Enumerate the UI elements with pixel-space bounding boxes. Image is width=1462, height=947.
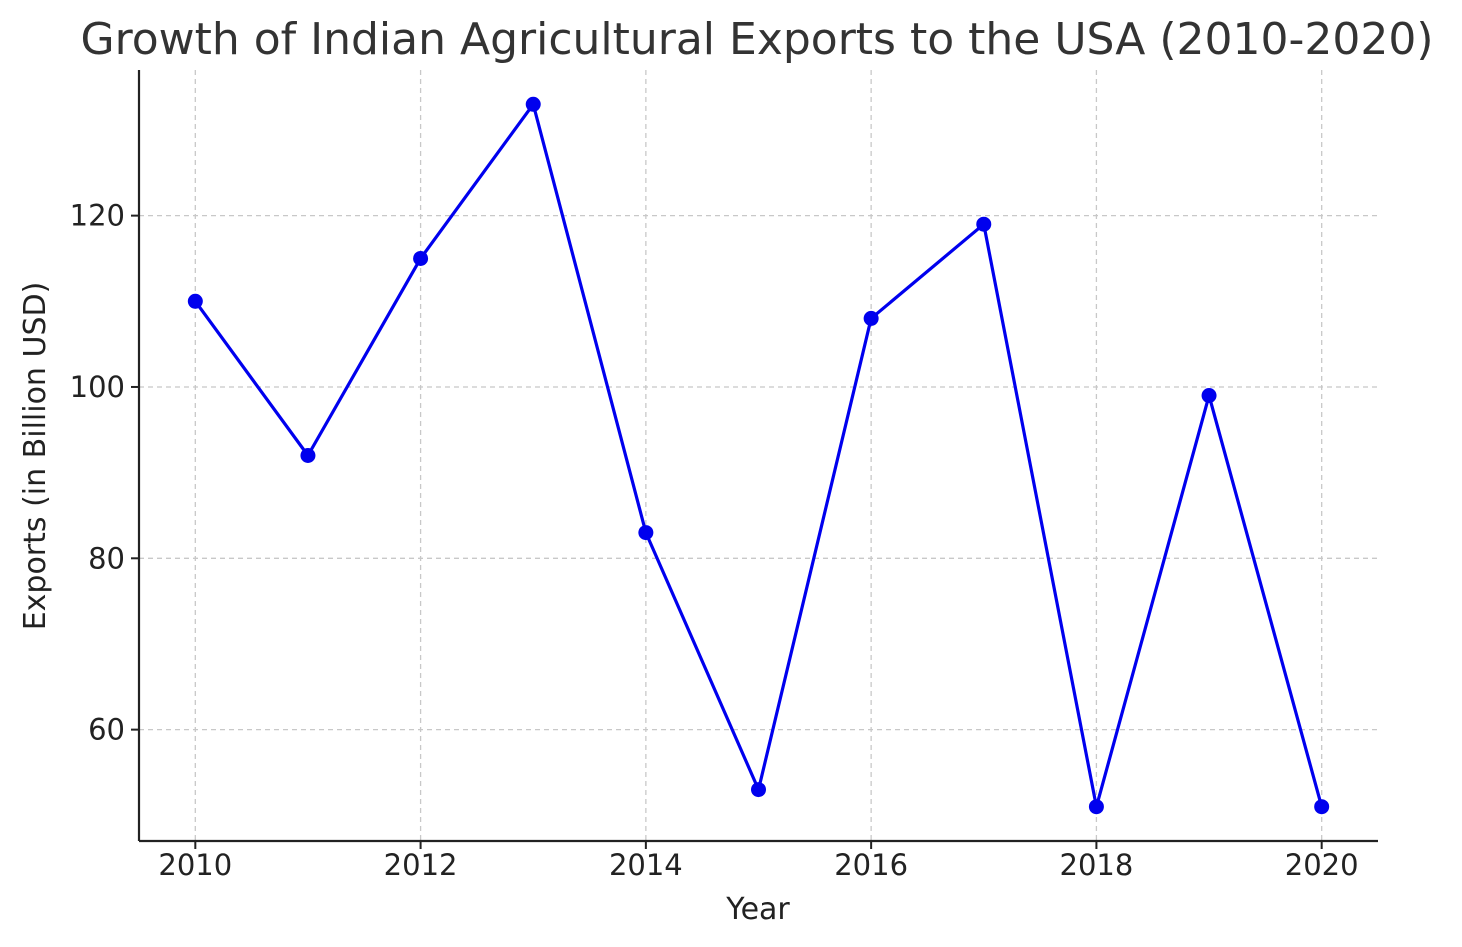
data-point [1314, 799, 1330, 815]
x-tick-label: 2014 [609, 848, 683, 882]
data-point [187, 293, 203, 309]
data-point [751, 782, 766, 798]
data-point [863, 310, 879, 326]
tick-labels: 2010 2012 2014 2016 2018 2020 60 80 100 120 [70, 199, 1359, 882]
data-point [976, 216, 992, 232]
y-tick-label: 120 [70, 199, 125, 233]
x-axis-label: Year [725, 892, 790, 927]
x-tick-label: 2010 [158, 848, 232, 882]
x-tick-label: 2016 [834, 848, 908, 882]
y-tick-label: 60 [88, 713, 125, 747]
data-point [1201, 388, 1217, 404]
data-point [525, 96, 541, 112]
data-point [1088, 799, 1104, 815]
x-tick-label: 2018 [1060, 848, 1134, 882]
x-tick-label: 2012 [384, 848, 458, 882]
y-tick-label: 100 [70, 370, 125, 404]
data-point [300, 448, 316, 463]
data-points [187, 96, 1330, 815]
chart-title: Growth of Indian Agricultural Exports to… [80, 14, 1433, 65]
x-tick-label: 2020 [1285, 848, 1359, 882]
data-point [638, 525, 654, 541]
axes [131, 70, 1378, 849]
y-tick-label: 80 [88, 541, 125, 575]
y-axis-label: Exports (in Billion USD) [18, 282, 53, 631]
data-point [413, 250, 429, 266]
grid-lines [139, 70, 1378, 841]
